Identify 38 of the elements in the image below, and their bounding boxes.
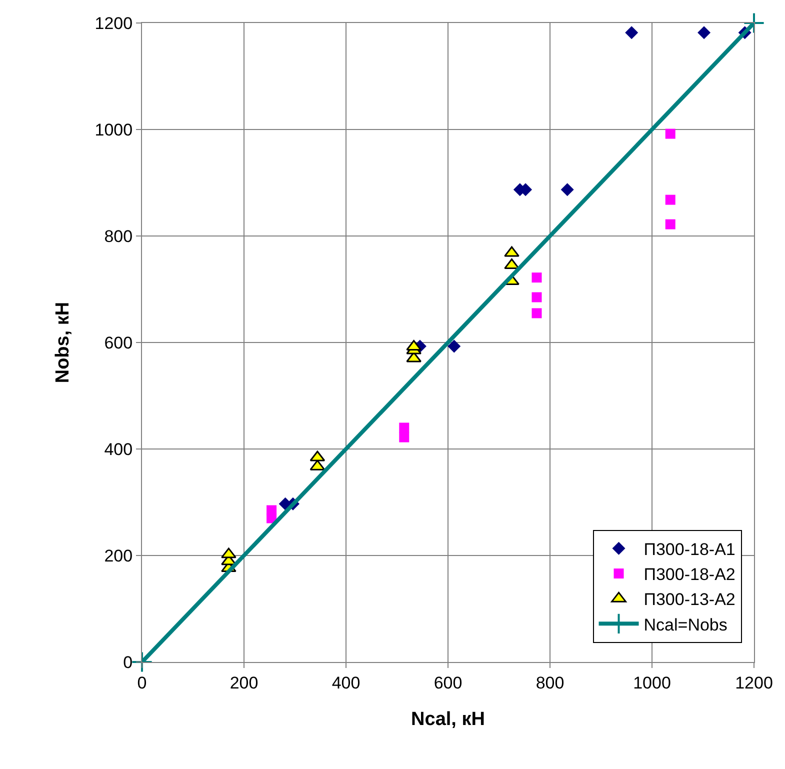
legend-label: П300-18-А1 <box>644 540 736 560</box>
x-tick-label: 1000 <box>633 673 671 692</box>
point <box>532 308 542 318</box>
point <box>131 651 153 673</box>
y-tick-label: 200 <box>104 546 133 566</box>
y-tick-label: 600 <box>104 333 133 352</box>
point <box>743 12 765 34</box>
y-tick-label: 0 <box>123 652 133 672</box>
x-tick-label: 200 <box>230 673 258 692</box>
x-axis-title: Ncal, кН <box>411 709 485 730</box>
point <box>665 194 676 205</box>
x-tick-label: 600 <box>434 673 462 692</box>
x-tick-label: 400 <box>332 673 360 692</box>
y-tick-label: 800 <box>104 226 133 246</box>
point <box>399 422 410 433</box>
point <box>399 432 410 442</box>
point <box>698 26 711 40</box>
y-tick-label: 400 <box>104 440 133 459</box>
x-tick-label: 0 <box>137 673 147 692</box>
point <box>665 219 676 230</box>
y-axis-title: Nobs, кН <box>52 302 74 384</box>
point <box>504 246 520 257</box>
point <box>532 292 542 302</box>
point <box>221 548 236 558</box>
point <box>448 340 461 353</box>
point <box>625 26 638 40</box>
y-tick-label: 1000 <box>94 120 133 140</box>
point <box>665 128 676 139</box>
y-tick-label: 1200 <box>94 14 133 33</box>
x-tick-label: 1200 <box>735 673 773 692</box>
legend-label: Ncal=Nobs <box>644 615 728 634</box>
point <box>266 505 277 516</box>
legend-label: П300-13-А2 <box>644 590 736 610</box>
point <box>504 258 520 270</box>
point <box>560 183 574 196</box>
legend-label: П300-18-А2 <box>644 565 736 584</box>
point <box>532 272 542 283</box>
x-tick-label: 800 <box>536 673 564 692</box>
